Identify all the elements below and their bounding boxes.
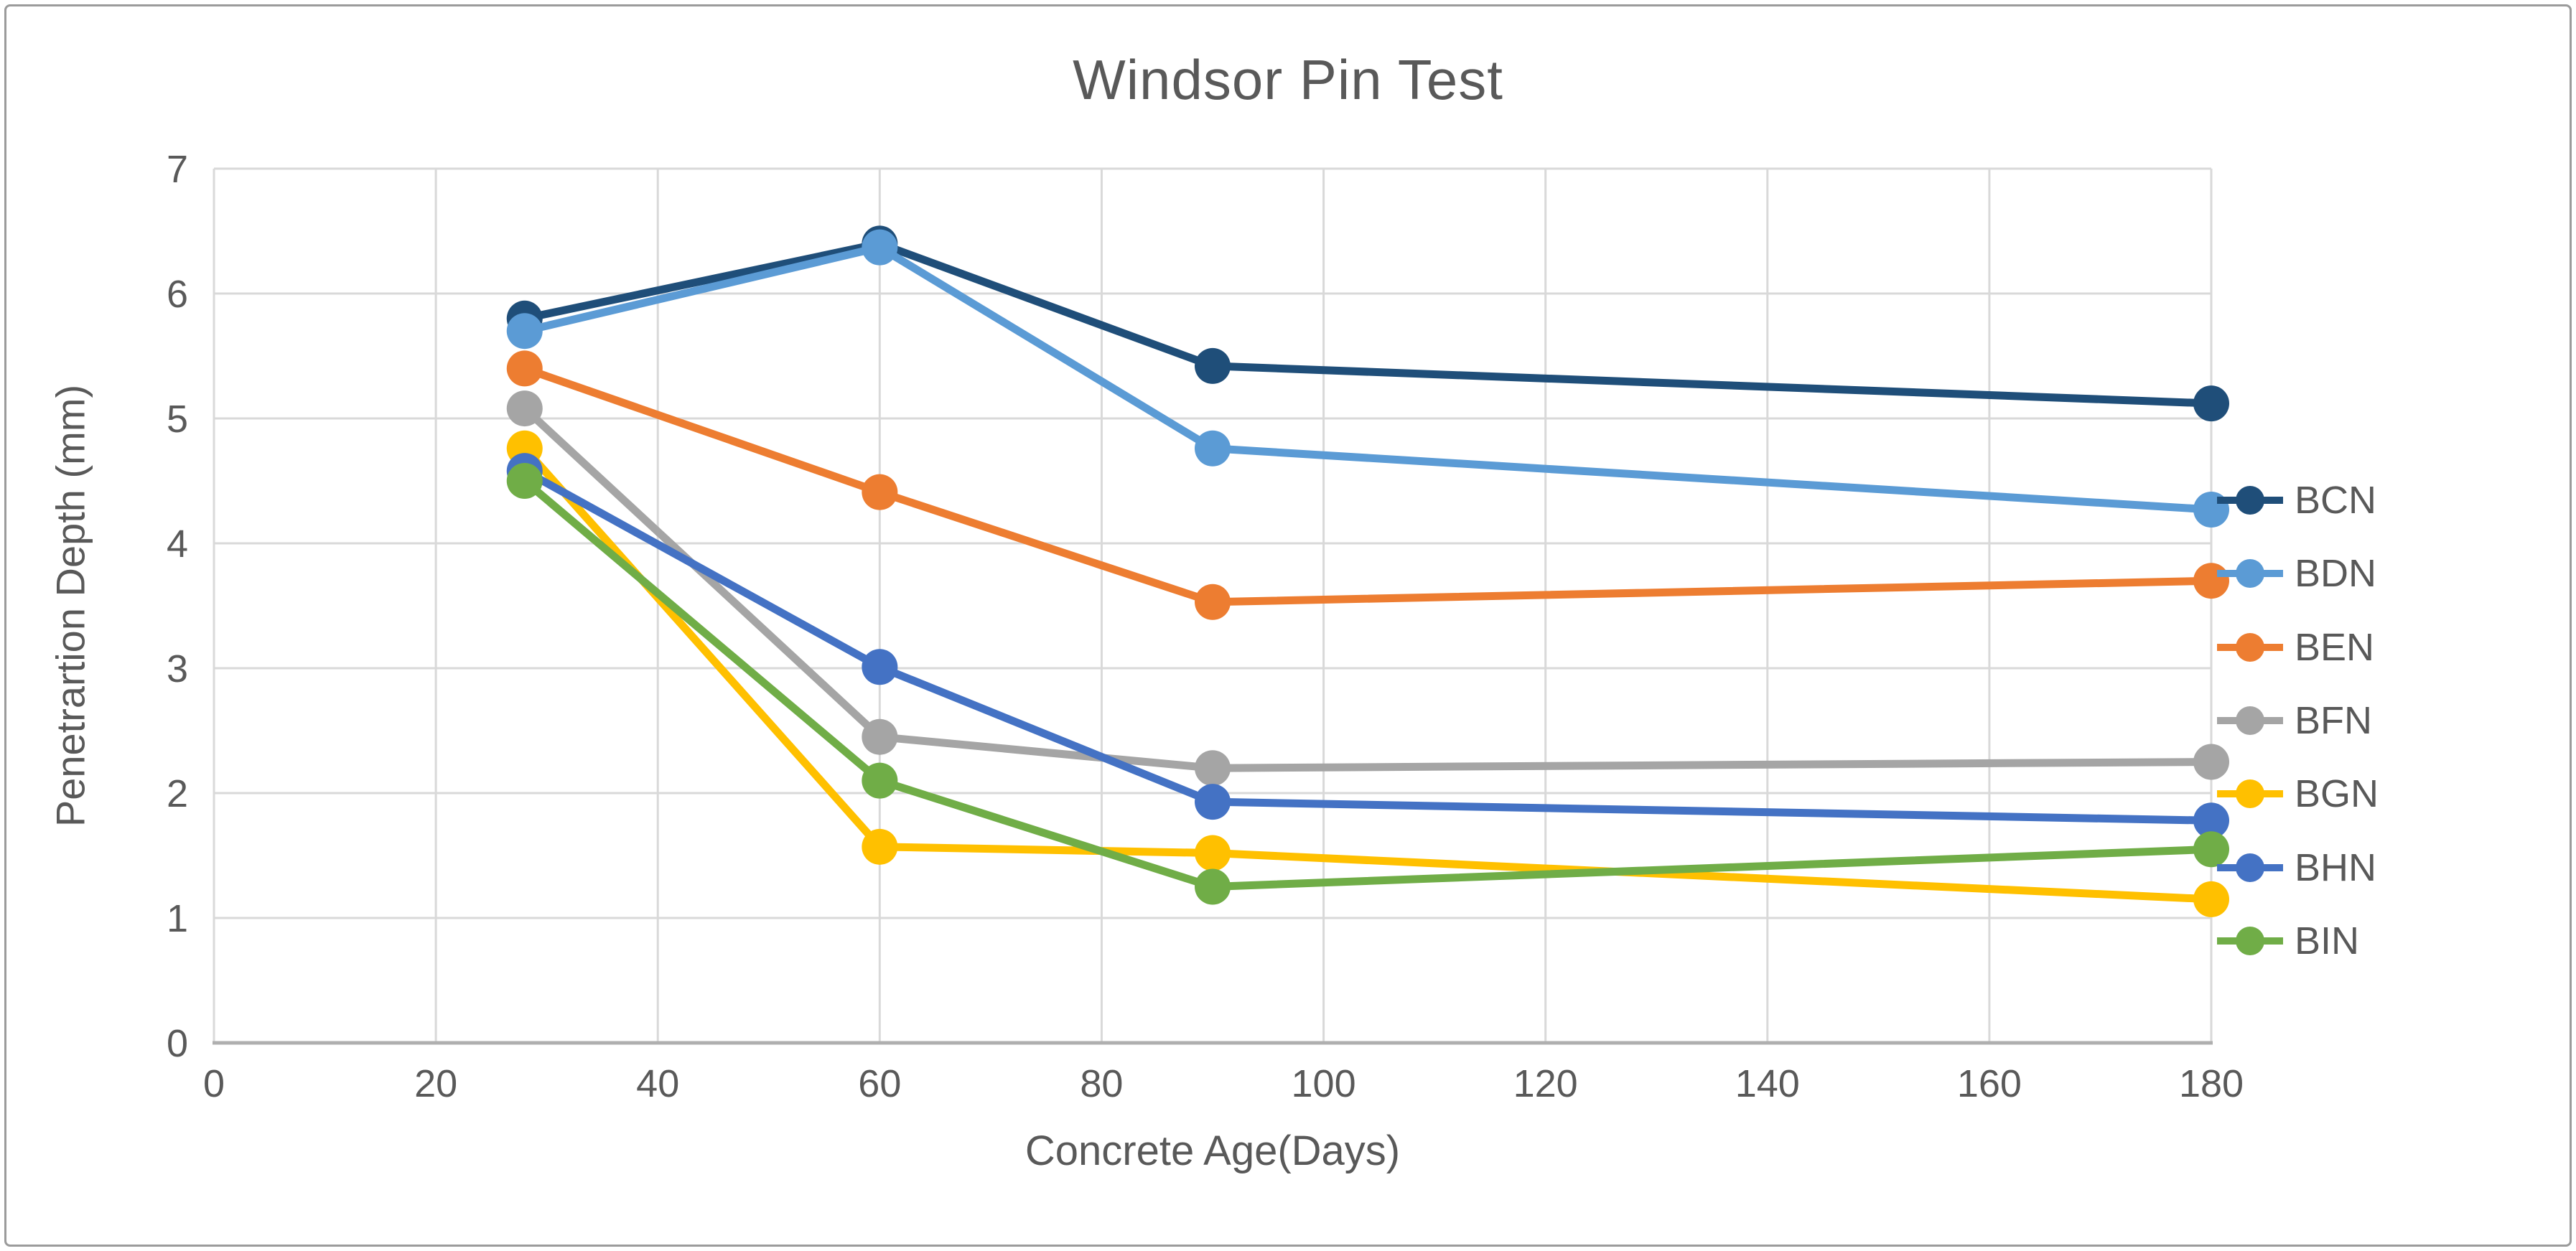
data-point [1195,784,1231,820]
data-point [1195,584,1231,620]
data-point [506,313,543,350]
series-BEN [506,350,2229,620]
gridlines [213,167,2213,1043]
legend-item-BIN: BIN [2216,904,2379,978]
data-point [2193,802,2229,839]
legend-label: BIN [2295,919,2360,962]
y-tick-label: 1 [167,897,188,940]
data-point [1195,835,1231,871]
y-tick-label: 7 [167,148,188,191]
legend-marker-icon [2217,926,2283,955]
legend-item-BEN: BEN [2216,611,2379,684]
legend-label: BCN [2295,479,2377,523]
tick-labels: 0 1 2 3 4 5 6 7 0 20 40 60 80 100 120 140 160 180 [167,148,2244,1105]
legend-marker-icon [2217,632,2283,662]
legend-label: BGN [2295,772,2379,816]
legend-item-BGN: BGN [2216,757,2379,830]
series-line [521,444,2216,904]
data-point [862,474,898,510]
x-tick-label: 160 [1957,1062,2022,1105]
data-point [506,350,543,387]
data-point [1195,347,1231,384]
series-BDN [506,229,2229,528]
x-tick-label: 100 [1292,1062,1356,1105]
legend-marker-icon [2217,706,2283,736]
data-point [862,762,898,799]
y-tick-label: 3 [167,647,188,690]
legend-marker-icon [2217,779,2283,809]
x-tick-label: 80 [1080,1062,1123,1105]
legend-marker-icon [2217,853,2283,882]
series-line [521,364,2216,606]
data-point [862,828,898,865]
y-tick-label: 5 [167,398,188,441]
legend-marker-icon [2217,486,2283,515]
legend-label: BHN [2295,845,2377,889]
legend-label: BEN [2295,625,2375,669]
legend-label: BDN [2295,552,2377,596]
y-tick-label: 4 [167,523,188,566]
y-tick-label: 0 [167,1022,188,1065]
x-tick-label: 120 [1513,1062,1578,1105]
legend: BCN BDN BEN BFN BGN BHN BIN [2216,464,2379,978]
x-tick-label: 20 [414,1062,457,1105]
chart-border [4,4,2572,1247]
series-BHN [506,453,2229,839]
data-point [506,463,543,499]
data-point [1195,868,1231,905]
series-line [521,477,2216,891]
data-point [1195,750,1231,787]
legend-marker-icon [2217,559,2283,589]
series-BIN [506,463,2229,905]
x-tick-label: 40 [636,1062,679,1105]
x-tick-label: 60 [858,1062,901,1105]
series-line [521,467,2216,825]
data-point [862,718,898,755]
series-line [521,243,2216,514]
data-point [862,229,898,266]
y-axis-title: Penetrartion Depth (mm) [47,384,93,828]
x-tick-label: 140 [1735,1062,1800,1105]
data-point [2193,744,2229,780]
data-point [506,390,543,427]
series-BCN [506,225,2229,422]
series-BGN [506,430,2229,917]
data-point [2193,831,2229,868]
data-point [2193,385,2229,422]
data-point [2193,881,2229,917]
x-axis-title: Concrete Age(Days) [1025,1128,1401,1174]
x-tick-label: 180 [2179,1062,2244,1105]
legend-item-BFN: BFN [2216,684,2379,757]
series-line [521,239,2216,408]
data-point [1195,430,1231,467]
y-tick-label: 6 [167,273,188,316]
y-tick-label: 2 [167,772,188,815]
chart-title: Windsor Pin Test [1073,48,1503,111]
legend-item-BCN: BCN [2216,464,2379,537]
legend-label: BFN [2295,699,2372,743]
data-point [862,649,898,685]
x-tick-label: 0 [203,1062,225,1105]
legend-item-BDN: BDN [2216,537,2379,610]
legend-item-BHN: BHN [2216,830,2379,904]
